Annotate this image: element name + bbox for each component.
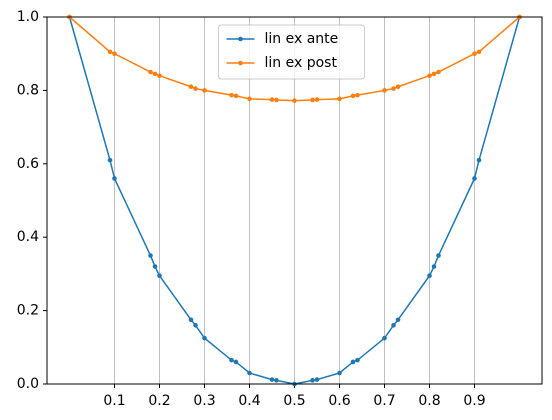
point <box>152 71 158 77</box>
x-tick-label: 0.2 <box>148 393 170 409</box>
point <box>229 92 234 98</box>
y-tick-label: 0.4 <box>17 229 39 245</box>
point <box>476 49 482 55</box>
point <box>107 49 113 55</box>
point <box>233 93 239 99</box>
point <box>292 98 297 103</box>
point <box>247 96 252 102</box>
point <box>188 317 194 323</box>
x-tick-label: 0.9 <box>463 393 485 409</box>
point <box>310 97 315 103</box>
point <box>112 51 117 56</box>
point <box>436 253 441 258</box>
point <box>310 378 315 383</box>
point <box>202 88 207 93</box>
point <box>274 378 279 383</box>
x-tick-label: 0.6 <box>328 393 350 409</box>
point <box>269 377 275 382</box>
point <box>193 322 198 328</box>
point <box>157 73 162 79</box>
point <box>193 86 198 91</box>
point <box>152 264 158 269</box>
point <box>395 84 401 90</box>
x-tick-label: 0.7 <box>373 393 395 409</box>
point <box>148 253 153 258</box>
legend-marker <box>238 36 243 42</box>
point <box>382 88 387 93</box>
point <box>233 359 239 365</box>
point <box>431 264 437 269</box>
point <box>269 97 275 102</box>
point <box>157 273 162 279</box>
plot-frame <box>46 16 543 385</box>
point <box>188 84 194 90</box>
point <box>436 69 441 75</box>
y-tick-label: 0.2 <box>17 303 39 319</box>
y-tick-label: 0.8 <box>17 82 39 98</box>
point <box>247 370 252 376</box>
x-tick-label: 0.1 <box>103 393 125 409</box>
point <box>382 335 387 341</box>
point <box>472 176 477 181</box>
point <box>274 97 279 103</box>
point <box>395 317 401 323</box>
point <box>229 357 234 363</box>
x-tick-label: 0.3 <box>193 393 215 409</box>
point <box>355 92 360 98</box>
legend: lin ex ante lin ex post <box>218 24 365 80</box>
point <box>337 96 342 102</box>
point <box>112 176 117 181</box>
y-tick-label: 0.0 <box>17 376 39 392</box>
x-tick-label: 0.8 <box>418 393 440 409</box>
point <box>350 359 356 365</box>
y-tick-label: 0.6 <box>17 156 39 172</box>
point <box>337 370 342 376</box>
point <box>427 273 432 279</box>
point <box>431 71 437 77</box>
point <box>148 69 153 75</box>
x-tick-label: 0.4 <box>238 393 260 409</box>
point <box>355 357 360 363</box>
point <box>202 335 207 341</box>
legend-label: lin ex post <box>265 55 338 71</box>
point <box>314 97 320 102</box>
point <box>107 157 113 163</box>
legend-box <box>218 24 365 80</box>
point <box>476 157 482 163</box>
y-tick-label: 1.0 <box>17 9 39 25</box>
point <box>314 377 320 382</box>
legend-marker <box>238 60 243 66</box>
point <box>472 51 477 56</box>
point <box>427 73 432 79</box>
point <box>350 93 356 99</box>
x-tick-label: 0.5 <box>283 393 305 409</box>
point <box>391 86 396 91</box>
legend-label: lin ex ante <box>265 31 339 47</box>
point <box>391 322 396 328</box>
